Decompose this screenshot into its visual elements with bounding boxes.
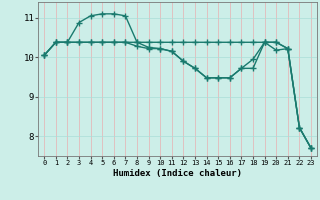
X-axis label: Humidex (Indice chaleur): Humidex (Indice chaleur) xyxy=(113,169,242,178)
